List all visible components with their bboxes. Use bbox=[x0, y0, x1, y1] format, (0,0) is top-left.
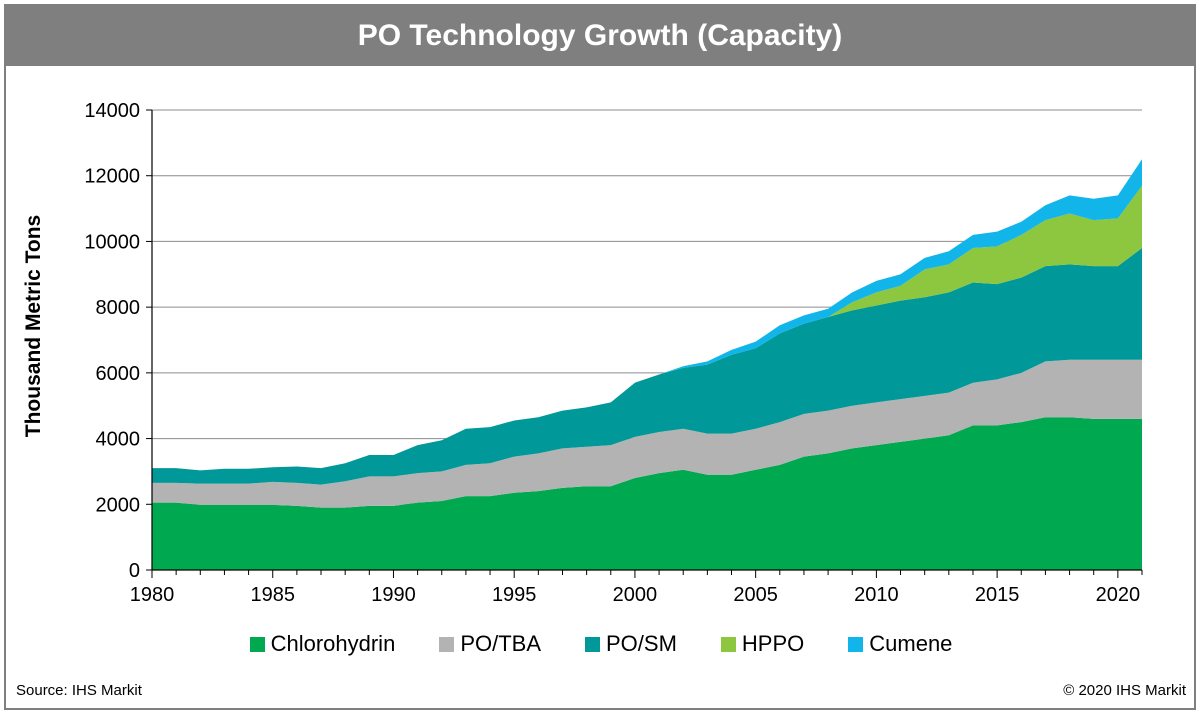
x-tick-label: 2000 bbox=[613, 584, 658, 606]
x-tick-label: 2015 bbox=[975, 584, 1020, 606]
copyright-note: © 2020 IHS Markit bbox=[1063, 682, 1186, 699]
area-po-tba bbox=[152, 359, 1142, 508]
x-tick-labels: 1980 1985 1990 1995 2000 2005 2010 2015 2020 bbox=[130, 584, 1140, 606]
x-tick-label: 2010 bbox=[854, 584, 899, 606]
legend-label: PO/TBA bbox=[460, 631, 541, 656]
axes bbox=[146, 109, 1143, 578]
legend-swatch bbox=[249, 636, 265, 652]
legend-swatch bbox=[439, 636, 455, 652]
x-tick-label: 1985 bbox=[250, 584, 295, 606]
y-tick-label: 8000 bbox=[96, 297, 141, 319]
legend-label: Cumene bbox=[869, 631, 953, 656]
chart-title: PO Technology Growth (Capacity) bbox=[6, 6, 1194, 66]
area-series bbox=[152, 159, 1142, 570]
legend-swatch bbox=[585, 636, 600, 652]
legend-label: Chlorohydrin bbox=[270, 631, 396, 656]
legend-label: PO/SM bbox=[606, 631, 677, 656]
y-tick-label: 0 bbox=[129, 560, 140, 582]
y-tick-label: 6000 bbox=[96, 363, 141, 385]
y-tick-label: 14000 bbox=[84, 100, 140, 122]
y-tick-labels: 0 2000 4000 6000 8000 10000 12000 14000 bbox=[84, 100, 140, 582]
legend-item-hppo: HPPO bbox=[720, 631, 805, 657]
x-tick-label: 2020 bbox=[1096, 584, 1141, 606]
x-tick-label: 1995 bbox=[492, 584, 537, 606]
legend-label: HPPO bbox=[741, 631, 805, 656]
y-axis-label: Thousand Metric Tons bbox=[22, 215, 45, 437]
x-tick-label: 1980 bbox=[130, 584, 175, 606]
legend-swatch bbox=[848, 636, 864, 652]
x-tick-label: 1990 bbox=[371, 584, 416, 606]
source-note: Source: IHS Markit bbox=[16, 682, 142, 699]
area-chlorohydrin bbox=[152, 417, 1142, 570]
y-tick-label: 12000 bbox=[84, 166, 140, 188]
legend-item-chlorohydrin: Chlorohydrin bbox=[249, 631, 396, 657]
y-tick-label: 10000 bbox=[84, 231, 140, 253]
legend-swatch bbox=[720, 636, 736, 652]
legend: Chlorohydrin PO/TBA PO/SM HPPO Cumene bbox=[0, 626, 1202, 662]
legend-item-po-tba: PO/TBA bbox=[439, 631, 541, 657]
y-tick-label: 4000 bbox=[96, 429, 141, 451]
y-tick-label: 2000 bbox=[96, 494, 141, 516]
legend-item-cumene: Cumene bbox=[848, 631, 952, 657]
area-po-sm bbox=[152, 248, 1142, 485]
legend-item-po-sm: PO/SM bbox=[585, 631, 677, 657]
x-tick-label: 2005 bbox=[733, 584, 778, 606]
